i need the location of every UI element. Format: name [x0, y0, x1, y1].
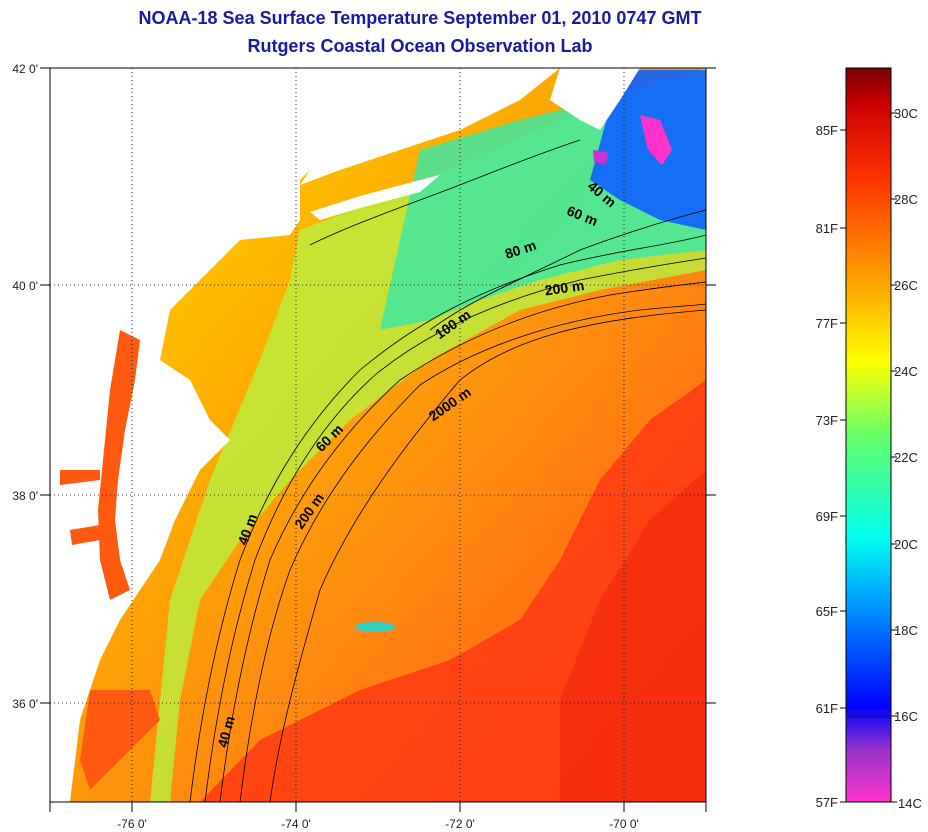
celsius-label: 24C [894, 364, 918, 379]
lat-label: 36 0' [12, 697, 38, 711]
fahrenheit-label: 69F [816, 509, 838, 524]
celsius-label: 30C [894, 106, 918, 121]
celsius-label: 14C [898, 796, 922, 811]
contour-label: 40 m [214, 714, 238, 749]
bathymetry-contours [189, 139, 706, 802]
lat-label: 40 0' [12, 279, 38, 293]
axis-ticks [40, 67, 716, 812]
fahrenheit-label: 61F [816, 701, 838, 716]
celsius-label: 20C [894, 537, 918, 552]
graticule [50, 68, 706, 802]
fahrenheit-label: 85F [816, 123, 838, 138]
fahrenheit-label: 77F [816, 316, 838, 331]
map-frame [49, 67, 707, 803]
temperature-colorbar: 85F 81F 77F 73F 69F 65F 61F 57F 30C 28C … [816, 67, 922, 811]
map-title: NOAA-18 Sea Surface Temperature Septembe… [138, 8, 702, 28]
lon-label: -72 0' [445, 817, 475, 831]
celsius-label: 26C [894, 278, 918, 293]
fahrenheit-label: 65F [816, 604, 838, 619]
fahrenheit-label: 81F [816, 221, 838, 236]
celsius-label: 22C [894, 450, 918, 465]
fahrenheit-label: 57F [816, 795, 838, 810]
lat-label: 38 0' [12, 489, 38, 503]
lon-label: -74 0' [281, 817, 311, 831]
celsius-label: 18C [894, 623, 918, 638]
contour-label: 200 m [544, 277, 586, 298]
fahrenheit-label: 73F [816, 413, 838, 428]
lon-label: -70 0' [609, 817, 639, 831]
lat-label: 42 0' [12, 62, 38, 76]
lon-label: -76 0' [117, 817, 147, 831]
sst-field [50, 68, 706, 802]
map-subtitle: Rutgers Coastal Ocean Observation Lab [247, 36, 593, 56]
celsius-label: 16C [894, 709, 918, 724]
celsius-label: 28C [894, 192, 918, 207]
